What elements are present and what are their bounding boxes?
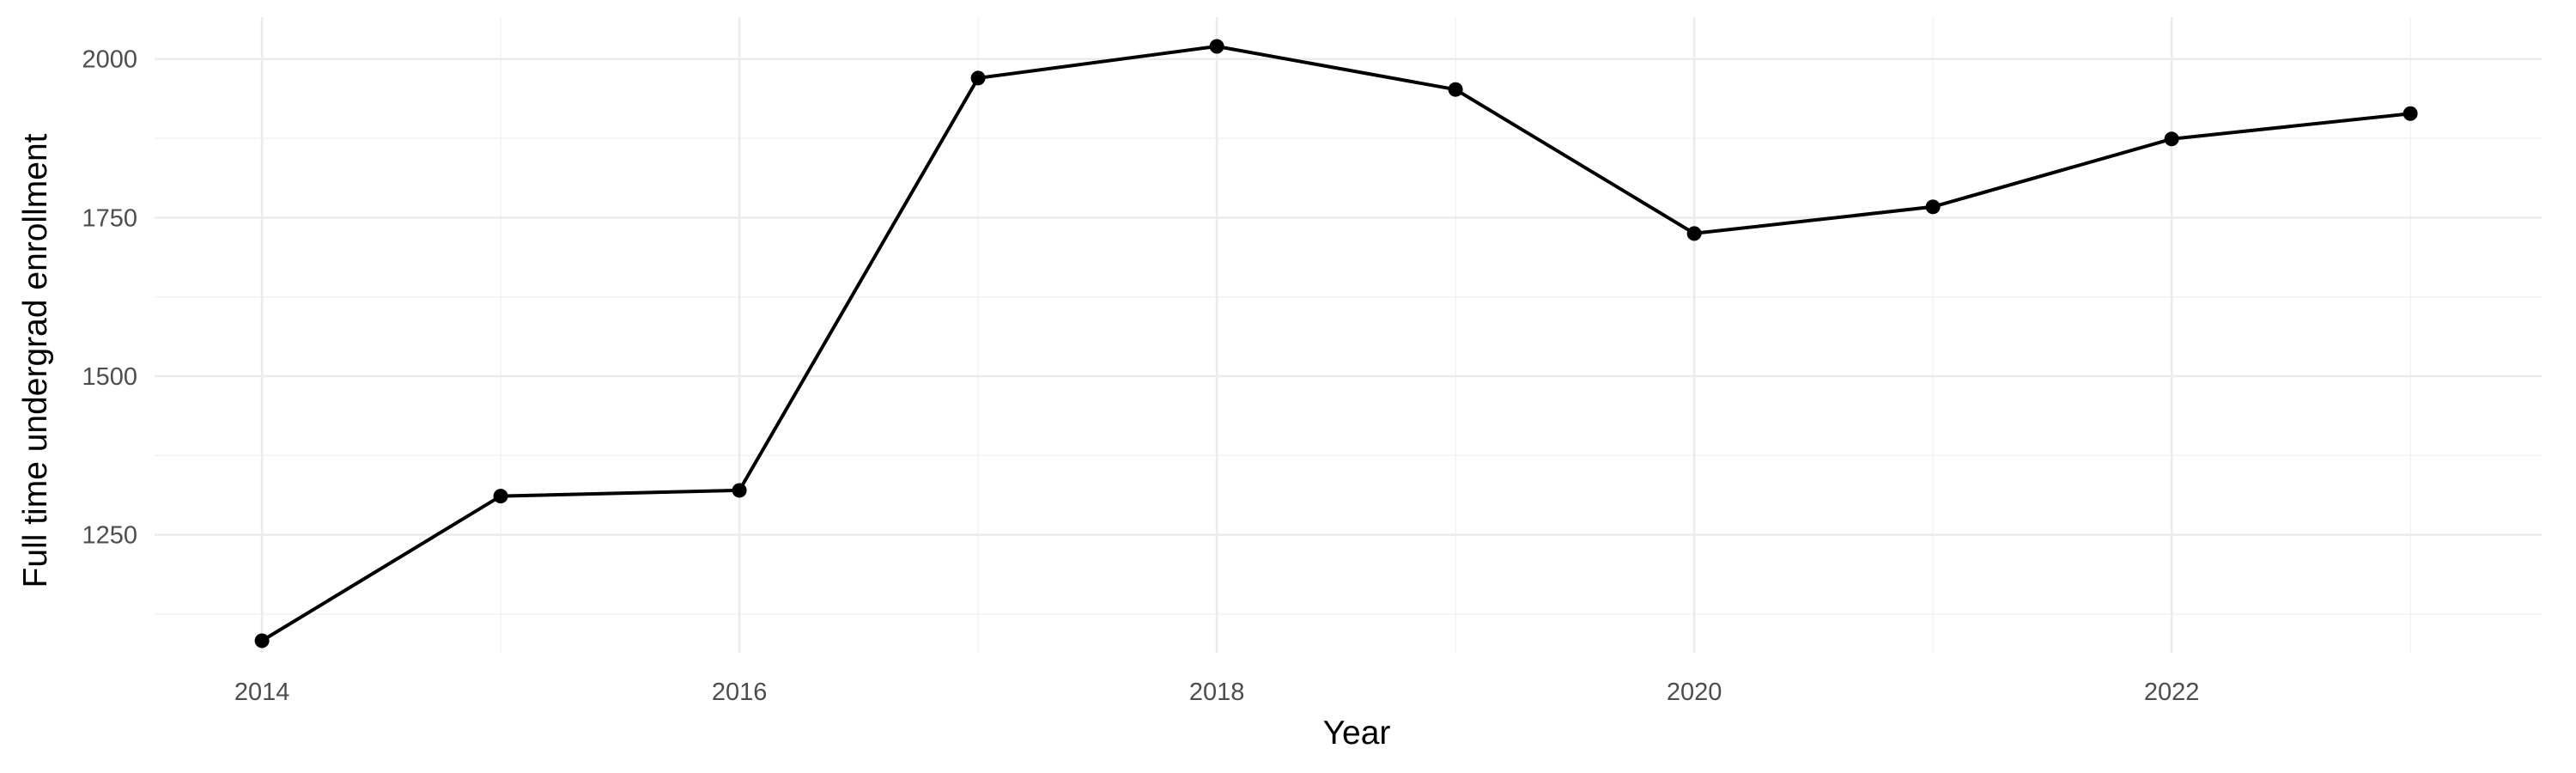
y-axis-ticks: 1250 1500 1750 2000: [82, 46, 137, 550]
x-axis-ticks: 2014 2016 2018 2020 2022: [234, 679, 2200, 706]
data-point: [2403, 106, 2418, 121]
data-point: [2164, 131, 2179, 147]
y-tick-label: 2000: [82, 46, 137, 74]
x-tick-label: 2016: [712, 679, 768, 706]
data-point: [1925, 199, 1941, 215]
y-tick-label: 1750: [82, 204, 137, 232]
data-point: [1686, 226, 1702, 241]
series-line-group: [261, 45, 2411, 642]
x-tick-label: 2022: [2144, 679, 2200, 706]
y-axis-title: Full time undergrad enrollment: [17, 133, 54, 587]
data-point: [1209, 39, 1224, 54]
data-point: [1448, 82, 1463, 97]
x-tick-label: 2020: [1667, 679, 1722, 706]
data-point: [254, 633, 270, 648]
y-tick-label: 1250: [82, 522, 137, 550]
data-point: [970, 70, 986, 86]
data-point: [493, 489, 508, 504]
data-points: [254, 39, 2418, 648]
x-tick-label: 2018: [1189, 679, 1245, 706]
series-line: [261, 45, 2411, 642]
x-axis-title: Year: [1323, 715, 1391, 752]
minor-gridlines: [155, 17, 2542, 653]
y-tick-label: 1500: [82, 363, 137, 391]
data-point: [732, 483, 747, 498]
x-tick-label: 2014: [234, 679, 290, 706]
major-gridlines: [155, 17, 2542, 653]
